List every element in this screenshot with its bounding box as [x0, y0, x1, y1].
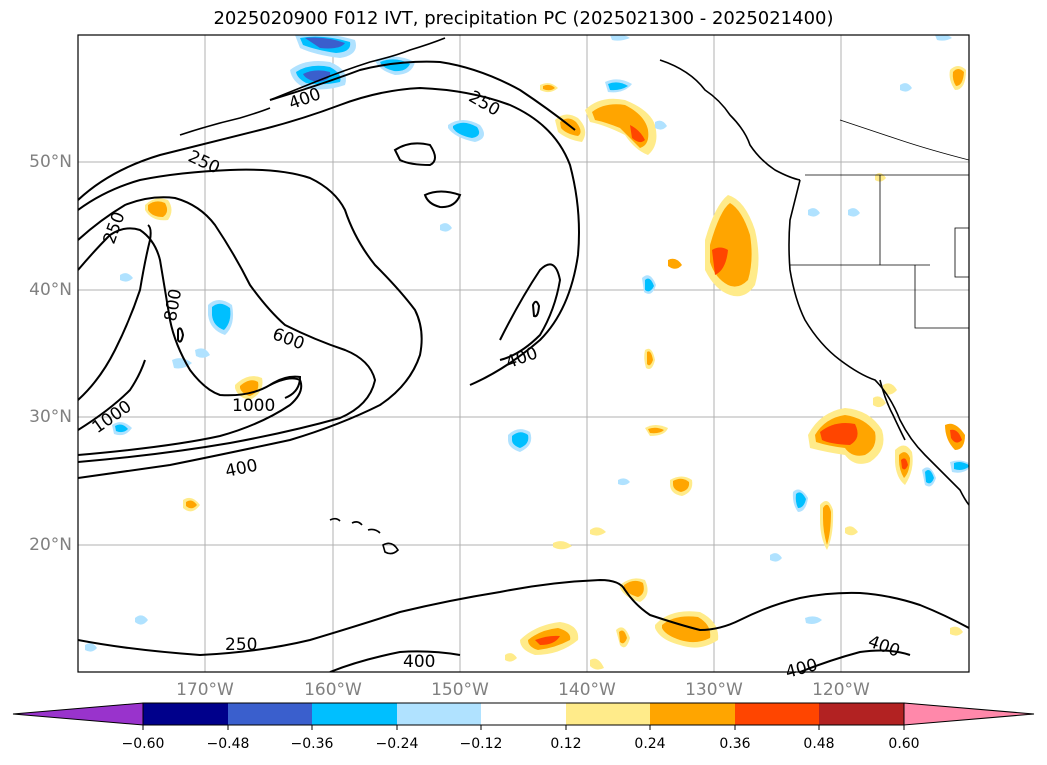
colorbar-tick-label: 0.24 — [634, 736, 666, 752]
colorbar-cell — [143, 703, 228, 725]
contour-label: 250 — [225, 635, 257, 655]
coastlines — [179, 37, 969, 555]
contour-600 — [78, 196, 377, 463]
colorbar-cell — [481, 703, 566, 725]
colorbar-cell — [566, 703, 650, 725]
precip-negative-patches — [85, 35, 969, 652]
colorbar-tick-label: −0.60 — [121, 736, 165, 752]
contour-400-east — [393, 142, 436, 167]
hawaii — [329, 517, 400, 555]
colorbar-tick-label: 0.12 — [550, 736, 582, 752]
lat-label: 20°N — [29, 535, 72, 555]
colorbar-cell — [735, 703, 819, 725]
coast-na-west — [788, 179, 969, 506]
map-title: 2025020900 F012 IVT, precipitation PC (2… — [213, 8, 834, 29]
lon-label: 160°W — [304, 680, 362, 700]
contour-label: 1000 — [232, 396, 275, 416]
lat-label: 50°N — [29, 152, 72, 172]
colorbar-tick-label: −0.12 — [459, 736, 503, 752]
colorbar-tick-label: −0.36 — [290, 736, 334, 752]
contour-400-right — [499, 263, 562, 361]
contour-800 — [78, 227, 303, 456]
colorbar-over-arrow — [903, 702, 1035, 726]
colorbar-under-arrow — [12, 702, 144, 726]
contour-250-south — [78, 578, 969, 657]
colorbar-tick-label: −0.24 — [375, 736, 419, 752]
colorbar — [12, 702, 1035, 730]
colorbar-cell — [650, 703, 735, 725]
colorbar-tick-label: 0.48 — [803, 736, 835, 752]
contour-1000 — [78, 224, 152, 431]
lon-label: 120°W — [812, 680, 870, 700]
contour-400-south — [329, 650, 461, 672]
colorbar-cell — [397, 703, 481, 725]
lon-label: 130°W — [685, 680, 743, 700]
plot-frame — [77, 34, 970, 673]
colorbar-cell — [312, 703, 397, 725]
lat-label: 40°N — [29, 280, 72, 300]
coast-alaska — [269, 37, 446, 101]
contour-400-main — [78, 168, 423, 479]
lon-label: 170°W — [176, 680, 234, 700]
lon-label: 140°W — [558, 680, 616, 700]
colorbar-tick-label: 0.36 — [719, 736, 751, 752]
colorbar-tick-label: 0.60 — [888, 736, 920, 752]
contour-250-north — [269, 60, 576, 131]
lat-label: 30°N — [29, 407, 72, 427]
colorbar-cell — [819, 703, 904, 725]
lon-label: 150°W — [431, 680, 489, 700]
coast-bc — [659, 59, 801, 181]
colorbar-cell — [228, 703, 312, 725]
ivt-contours — [78, 60, 969, 672]
contour-250-outer — [78, 86, 580, 386]
precip-positive-patches — [145, 66, 966, 670]
colorbar-tick-label: −0.48 — [206, 736, 250, 752]
state-borders — [790, 119, 969, 329]
contour-label: 400 — [403, 652, 435, 672]
